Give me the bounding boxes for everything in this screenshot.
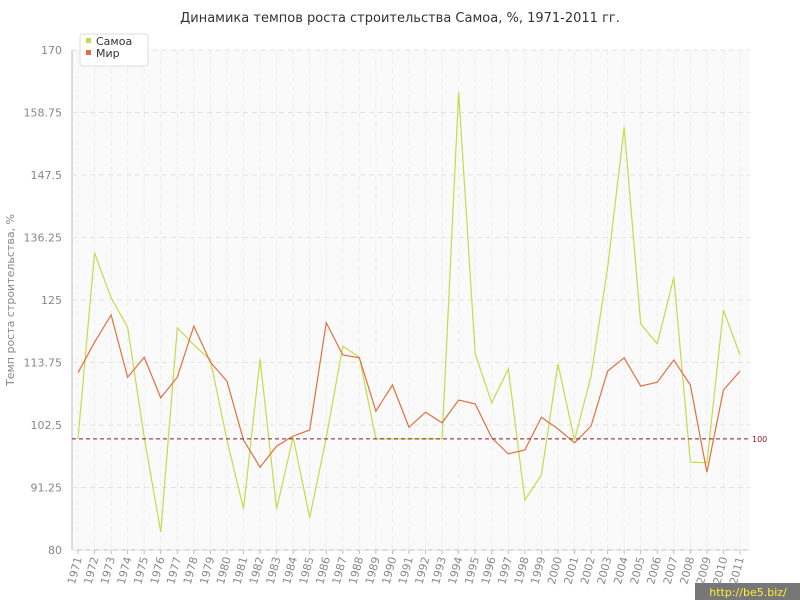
y-tick-label: 158.75 [24, 107, 63, 120]
y-tick-label: 113.75 [24, 357, 63, 370]
y-tick-label: 147.5 [31, 169, 63, 182]
y-axis-title: Темп роста строительства, % [4, 214, 17, 387]
legend-marker [86, 38, 91, 43]
y-tick-label: 80 [48, 544, 62, 557]
series-line [77, 313, 741, 473]
y-tick-label: 91.25 [31, 482, 63, 495]
legend-label: Мир [96, 47, 120, 60]
legend-marker [86, 50, 91, 55]
y-tick-label: 170 [41, 44, 62, 57]
y-tick-label: 136.25 [24, 232, 63, 245]
chart-title: Динамика темпов роста строительства Само… [180, 11, 620, 26]
legend-label: Самоа [96, 35, 132, 48]
legend-box [79, 33, 149, 67]
y-tick-label: 102.5 [31, 419, 63, 432]
reference-label: 100 [752, 435, 767, 444]
y-tick-label: 125 [41, 294, 62, 307]
watermark-box [695, 583, 800, 600]
x-tick-label: 2011 [727, 555, 747, 585]
watermark: http://be5.biz/ [709, 586, 787, 599]
grid [72, 49, 750, 551]
